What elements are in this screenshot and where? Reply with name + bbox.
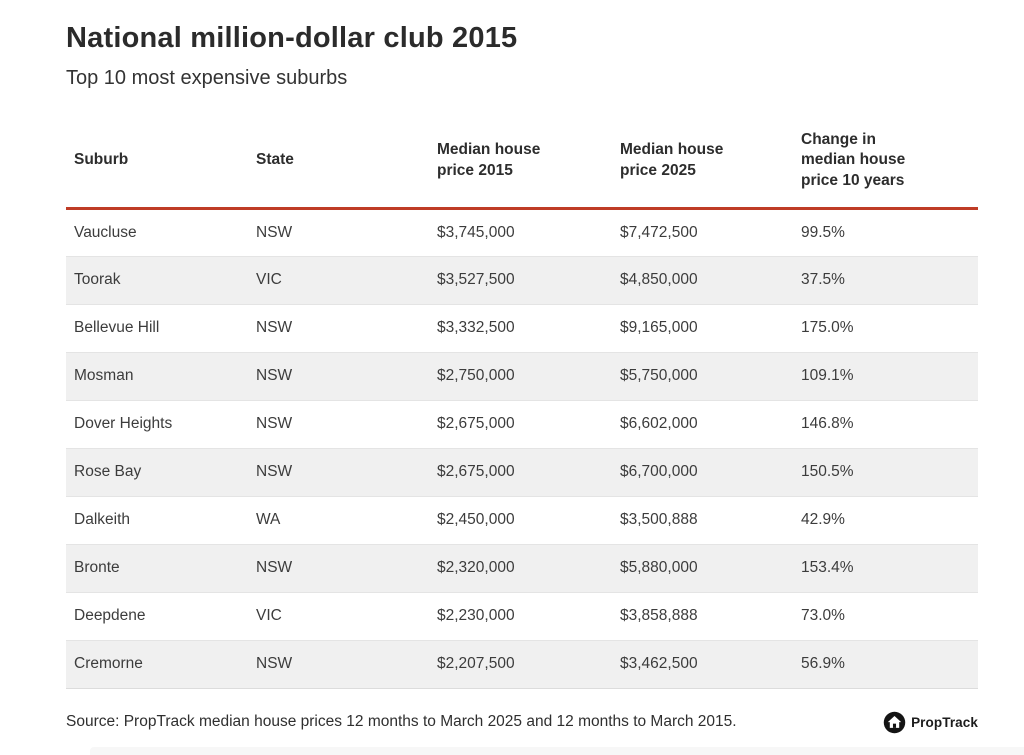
cell-state: NSW <box>256 559 293 577</box>
cell-suburb: Rose Bay <box>74 463 142 481</box>
source-note: Source: PropTrack median house prices 12… <box>66 713 737 731</box>
col-header-price-2025-label: Median house price 2025 <box>620 141 724 179</box>
table-row: Bellevue Hill NSW $3,332,500 $9,165,000 175.… <box>66 304 978 352</box>
cell-price-2015: $2,750,000 <box>437 367 515 385</box>
cell-price-2015: $3,745,000 <box>437 223 515 241</box>
col-header-price-2015-label: Median house price 2015 <box>437 141 541 179</box>
cell-change: 99.5% <box>801 223 845 241</box>
cell-suburb: Cremorne <box>74 655 143 673</box>
suburbs-table: Suburb State Median house price 2015 Med… <box>66 116 978 689</box>
cell-state: NSW <box>256 223 293 241</box>
cell-price-2015: $3,332,500 <box>437 319 515 337</box>
cell-suburb: Toorak <box>74 271 121 289</box>
cell-state: NSW <box>256 415 293 433</box>
cell-state: NSW <box>256 319 293 337</box>
cell-price-2025: $9,165,000 <box>620 319 698 337</box>
cell-price-2025: $6,700,000 <box>620 463 698 481</box>
table-row: Rose Bay NSW $2,675,000 $6,700,000 150.5% <box>66 448 978 497</box>
table-row: Deepdene VIC $2,230,000 $3,858,888 73.0% <box>66 592 978 640</box>
col-header-suburb: Suburb <box>66 116 248 208</box>
table-header-row: Suburb State Median house price 2015 Med… <box>66 116 978 209</box>
cell-price-2015: $2,675,000 <box>437 463 515 481</box>
footer: Source: PropTrack median house prices 12… <box>66 711 978 734</box>
table-row: Cremorne NSW $2,207,500 $3,462,500 56.9% <box>66 640 978 689</box>
table-row: Dalkeith WA $2,450,000 $3,500,888 42.9% <box>66 496 978 544</box>
col-header-change: Change in median house price 10 years <box>793 116 978 208</box>
col-header-change-label: Change in median house price 10 years <box>801 131 906 189</box>
col-header-state: State <box>248 116 429 208</box>
col-header-price-2015: Median house price 2015 <box>429 116 612 208</box>
proptrack-house-icon <box>883 711 906 733</box>
cell-state: NSW <box>256 367 293 385</box>
cell-change: 109.1% <box>801 367 854 385</box>
cell-price-2015: $2,320,000 <box>437 559 515 577</box>
cell-price-2025: $5,750,000 <box>620 367 698 385</box>
page-title: National million-dollar club 2015 <box>66 22 518 54</box>
cell-suburb: Bronte <box>74 559 120 577</box>
cell-state: WA <box>256 511 281 529</box>
cell-state: NSW <box>256 463 293 481</box>
cell-change: 42.9% <box>801 511 845 529</box>
cell-state: NSW <box>256 655 293 673</box>
cell-price-2015: $2,230,000 <box>437 607 515 625</box>
col-header-suburb-label: Suburb <box>74 151 129 169</box>
cell-price-2015: $2,675,000 <box>437 415 515 433</box>
cell-price-2025: $3,500,888 <box>620 511 698 529</box>
bottom-strip <box>90 747 1024 755</box>
col-header-state-label: State <box>256 151 294 169</box>
cell-suburb: Dalkeith <box>74 511 130 529</box>
cell-change: 150.5% <box>801 463 854 481</box>
cell-price-2025: $3,858,888 <box>620 607 698 625</box>
cell-price-2025: $7,472,500 <box>620 223 698 241</box>
cell-suburb: Deepdene <box>74 607 146 625</box>
cell-change: 73.0% <box>801 607 845 625</box>
cell-suburb: Mosman <box>74 367 134 385</box>
cell-suburb: Vaucluse <box>74 223 137 241</box>
cell-change: 37.5% <box>801 271 845 289</box>
cell-suburb: Bellevue Hill <box>74 319 160 337</box>
cell-price-2025: $6,602,000 <box>620 415 698 433</box>
table-row: Mosman NSW $2,750,000 $5,750,000 109.1% <box>66 352 978 401</box>
col-header-price-2025: Median house price 2025 <box>612 116 793 208</box>
proptrack-logo: PropTrack <box>883 711 978 734</box>
page-subtitle: Top 10 most expensive suburbs <box>66 67 348 90</box>
cell-change: 56.9% <box>801 655 845 673</box>
cell-change: 175.0% <box>801 319 854 337</box>
cell-suburb: Dover Heights <box>74 415 173 433</box>
cell-price-2025: $5,880,000 <box>620 559 698 577</box>
cell-price-2015: $3,527,500 <box>437 271 515 289</box>
cell-price-2025: $4,850,000 <box>620 271 698 289</box>
cell-state: VIC <box>256 607 282 625</box>
table-row: Dover Heights NSW $2,675,000 $6,602,000 146.… <box>66 400 978 448</box>
cell-price-2015: $2,207,500 <box>437 655 515 673</box>
table-row: Bronte NSW $2,320,000 $5,880,000 153.4% <box>66 544 978 593</box>
cell-state: VIC <box>256 271 282 289</box>
table-row: Toorak VIC $3,527,500 $4,850,000 37.5% <box>66 256 978 305</box>
cell-change: 146.8% <box>801 415 854 433</box>
proptrack-wordmark: PropTrack <box>911 714 978 730</box>
table-row: Vaucluse NSW $3,745,000 $7,472,500 99.5% <box>66 208 978 256</box>
cell-change: 153.4% <box>801 559 854 577</box>
cell-price-2015: $2,450,000 <box>437 511 515 529</box>
cell-price-2025: $3,462,500 <box>620 655 698 673</box>
